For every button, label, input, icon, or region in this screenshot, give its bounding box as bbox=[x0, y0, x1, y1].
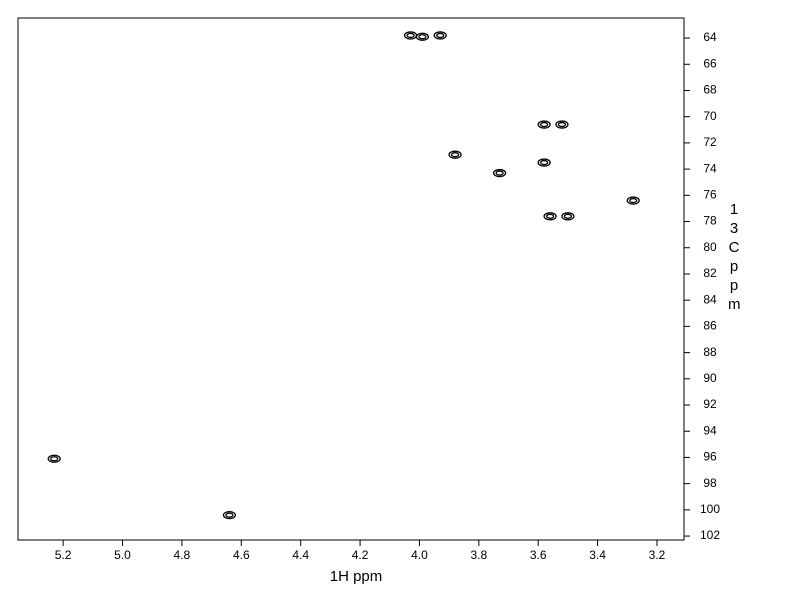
y-tick-label: 72 bbox=[703, 135, 717, 149]
x-tick-label: 3.8 bbox=[470, 548, 487, 562]
peak-contour bbox=[436, 32, 445, 39]
peak-contour bbox=[537, 120, 551, 129]
x-tick-label: 4.0 bbox=[411, 548, 428, 562]
x-tick-label: 3.2 bbox=[649, 548, 666, 562]
x-tick-label: 3.6 bbox=[530, 548, 547, 562]
peak bbox=[537, 158, 551, 167]
x-tick-label: 4.4 bbox=[292, 548, 309, 562]
peak bbox=[555, 120, 569, 129]
peak-contour bbox=[537, 158, 551, 167]
y-tick-label: 68 bbox=[703, 83, 717, 97]
peak-contour bbox=[561, 212, 575, 221]
peak-contour bbox=[415, 32, 430, 41]
peak-contour bbox=[555, 120, 569, 129]
peak-contour bbox=[433, 31, 447, 40]
peak-contour bbox=[492, 168, 507, 178]
peak bbox=[492, 168, 507, 178]
x-axis-label: 1H ppm bbox=[330, 568, 383, 585]
x-tick-label: 4.6 bbox=[233, 548, 250, 562]
y-tick-label: 78 bbox=[703, 214, 717, 228]
x-tick-label: 4.8 bbox=[174, 548, 191, 562]
y-tick-label: 90 bbox=[703, 371, 717, 385]
y-tick-label: 96 bbox=[703, 450, 717, 464]
x-tick-label: 3.4 bbox=[589, 548, 606, 562]
peak-contour bbox=[450, 152, 460, 158]
peak-contour bbox=[539, 121, 549, 128]
y-tick-label: 74 bbox=[703, 161, 717, 175]
peak bbox=[537, 120, 551, 129]
peak bbox=[222, 510, 237, 520]
y-tick-label: 64 bbox=[703, 30, 717, 44]
peak bbox=[415, 32, 430, 41]
peak-contour bbox=[418, 34, 427, 40]
peak bbox=[448, 150, 462, 159]
x-tick-label: 4.2 bbox=[352, 548, 369, 562]
y-tick-label: 70 bbox=[703, 109, 717, 123]
y-tick-label: 80 bbox=[703, 240, 717, 254]
peak-contour bbox=[225, 512, 234, 518]
peak-contour bbox=[543, 212, 557, 221]
plot-frame bbox=[17, 17, 685, 541]
peak bbox=[561, 212, 575, 221]
peak bbox=[403, 31, 418, 40]
x-tick-label: 5.2 bbox=[55, 548, 72, 562]
peak-contour bbox=[50, 456, 59, 462]
peak-contour bbox=[222, 510, 237, 520]
y-tick-label: 92 bbox=[703, 397, 717, 411]
peak-contour bbox=[557, 121, 567, 128]
peak-contour bbox=[539, 159, 549, 166]
peak-contour bbox=[545, 213, 555, 219]
peak bbox=[47, 454, 61, 463]
y-tick-label: 84 bbox=[703, 292, 717, 306]
peak-contour bbox=[626, 196, 640, 205]
peak-contour bbox=[406, 32, 415, 39]
peak-contour bbox=[495, 170, 504, 176]
y-tick-label: 98 bbox=[703, 476, 717, 490]
peak bbox=[433, 31, 447, 40]
y-tick-label: 100 bbox=[700, 502, 720, 516]
y-tick-label: 66 bbox=[703, 56, 717, 70]
peak-contour bbox=[448, 150, 462, 159]
y-axis-label: 13C ppm bbox=[728, 201, 744, 313]
y-tick-label: 102 bbox=[700, 528, 720, 542]
y-tick-label: 86 bbox=[703, 319, 717, 333]
peak bbox=[626, 196, 640, 205]
peak-contour bbox=[47, 454, 61, 463]
peak-contour bbox=[563, 213, 573, 219]
peak-contour bbox=[629, 197, 638, 204]
peak bbox=[543, 212, 557, 221]
y-tick-label: 88 bbox=[703, 345, 717, 359]
x-tick-label: 5.0 bbox=[114, 548, 131, 562]
y-tick-label: 94 bbox=[703, 423, 717, 437]
y-tick-label: 82 bbox=[703, 266, 717, 280]
y-tick-label: 76 bbox=[703, 187, 717, 201]
